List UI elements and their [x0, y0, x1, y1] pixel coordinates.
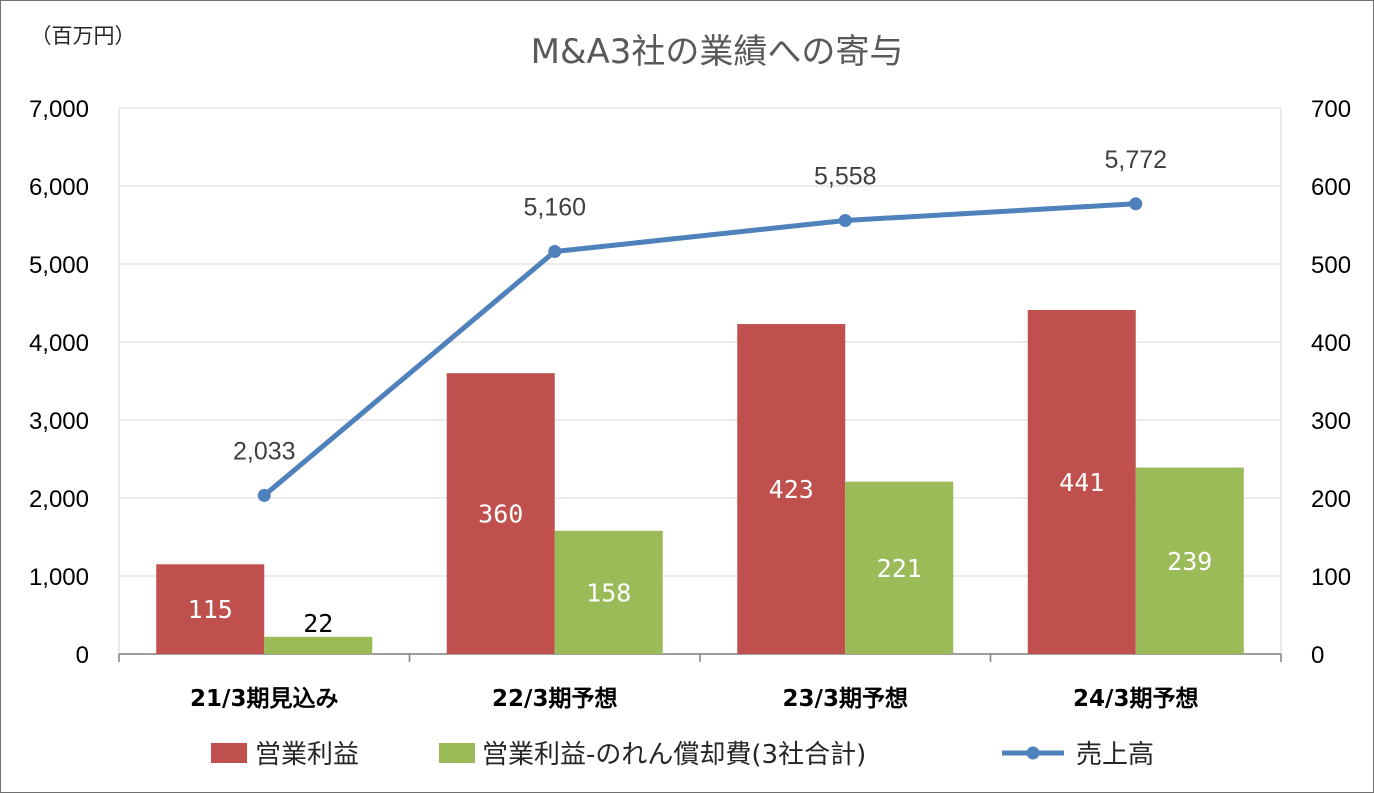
bar-profit-after-goodwill: [1135, 467, 1244, 654]
y-right-tick-label: 100: [1311, 564, 1351, 591]
y-right-tick-label: 500: [1311, 252, 1351, 279]
legend-label: 営業利益-のれん償却費(3社合計): [482, 740, 866, 770]
y-right-tick-label: 200: [1311, 486, 1351, 513]
bar-data-label: 22: [303, 609, 333, 638]
bar-data-label: 115: [188, 595, 233, 624]
bar-data-label: 221: [877, 554, 922, 583]
y-left-tick-label: 3,000: [29, 408, 89, 435]
x-category-label: 23/3期予想: [783, 686, 908, 712]
data-labels: 115 360 423 441 22 158 221 239 2,033 5,160 5,558 5,…: [188, 146, 1213, 638]
bar-data-label: 441: [1059, 468, 1104, 497]
bar-data-label: 360: [478, 500, 523, 529]
legend-label: 営業利益: [255, 740, 359, 770]
line-data-label: 5,558: [814, 162, 877, 190]
bar-profit-after-goodwill: [845, 481, 954, 654]
y-right-tick-label: 400: [1311, 330, 1351, 357]
bar-operating-profit: [737, 324, 846, 654]
x-category-label: 21/3期見込み: [190, 686, 338, 712]
y-left-tick-label: 6,000: [29, 174, 89, 201]
sales-point: [548, 245, 562, 259]
axes: 0 1,000 2,000 3,000 4,000 5,000 6,000 7,000 0 100…: [29, 96, 1351, 712]
bar-data-label: 158: [586, 578, 631, 607]
bar-operating-profit: [1027, 310, 1136, 654]
sales-point: [1129, 197, 1143, 211]
gridlines: [119, 107, 1281, 655]
y-right-tick-label: 700: [1311, 96, 1351, 123]
bar-series: [156, 310, 1244, 654]
bar-profit-after-goodwill: [264, 636, 373, 654]
bar-operating-profit: [156, 564, 265, 654]
y-left-tick-label: 4,000: [29, 330, 89, 357]
line-data-label: 2,033: [233, 437, 296, 465]
y-left-tick-label: 2,000: [29, 486, 89, 513]
sales-point: [257, 488, 271, 502]
legend: 営業利益 営業利益-のれん償却費(3社合計) 売上高: [211, 740, 1154, 770]
bar-profit-after-goodwill: [554, 530, 663, 654]
y-left-tick-label: 0: [76, 642, 89, 669]
legend-label: 売上高: [1076, 740, 1154, 770]
y-left-tick-label: 5,000: [29, 252, 89, 279]
sales-point: [838, 213, 852, 227]
legend-swatch: [211, 743, 247, 763]
y-right-tick-label: 600: [1311, 174, 1351, 201]
x-category-label: 24/3期予想: [1073, 686, 1198, 712]
unit-label: （百万円）: [31, 24, 136, 48]
line-data-label: 5,160: [523, 194, 586, 222]
chart-title: M&A3社の業績への寄与: [531, 32, 904, 72]
y-right-tick-label: 0: [1311, 642, 1324, 669]
line-data-label: 5,772: [1104, 146, 1167, 174]
y-right-tick-label: 300: [1311, 408, 1351, 435]
bar-data-label: 423: [769, 475, 814, 504]
sales-line: [261, 201, 1139, 498]
y-left-tick-label: 7,000: [29, 96, 89, 123]
y-left-tick-label: 1,000: [29, 564, 89, 591]
x-category-label: 22/3期予想: [492, 686, 617, 712]
bar-data-label: 239: [1167, 547, 1212, 576]
line-series: [257, 197, 1143, 502]
bar-operating-profit: [446, 373, 555, 654]
legend-swatch: [439, 743, 475, 763]
legend-line-marker: [1026, 746, 1040, 760]
